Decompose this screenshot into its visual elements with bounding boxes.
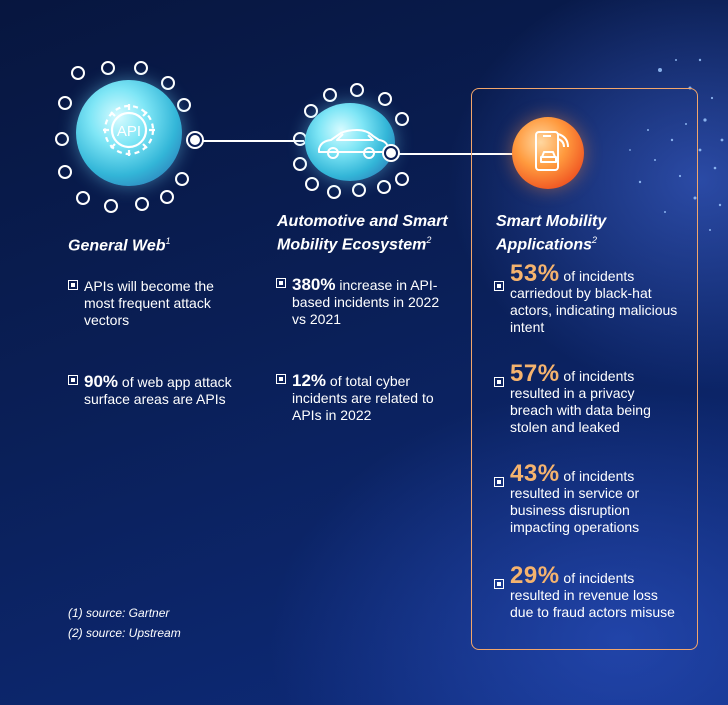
column-title-general-web: General Web1: [68, 232, 171, 255]
footnote-sources: (1) source: Gartner (2) source: Upstream: [68, 603, 181, 643]
connector-knob: [384, 146, 398, 160]
api-gear-icon: API: [103, 104, 155, 156]
orbit-ring: [377, 180, 391, 194]
bullet-icon: [276, 278, 286, 288]
orbit-ring: [327, 185, 341, 199]
stat-value: 53%: [510, 260, 560, 287]
item-text: of incidents resulted in service or busi…: [510, 468, 640, 535]
footnote-marker: 2: [426, 235, 432, 245]
svg-text:API: API: [117, 123, 141, 140]
orbit-ring: [378, 92, 392, 106]
orbit-ring: [352, 183, 366, 197]
source-line: (1) source: Gartner: [68, 606, 170, 620]
orbit-ring: [175, 172, 189, 186]
footnote-marker: 1: [165, 236, 171, 246]
list-item: 53% of incidents carriedout by black-hat…: [494, 262, 679, 336]
orbit-ring: [134, 61, 148, 75]
item-text: of incidents resulted in a privacy breac…: [510, 368, 651, 435]
source-line: (2) source: Upstream: [68, 626, 181, 640]
bullet-icon: [494, 579, 504, 589]
column-title-automotive: Automotive and Smart Mobility Ecosystem2: [277, 212, 448, 254]
column-title-smart-mobility: Smart Mobility Applications2: [496, 212, 606, 254]
item-text: increase in API- based incidents in 2022…: [292, 277, 440, 327]
title-line: Applications: [496, 236, 593, 254]
connector-line-1: [196, 140, 304, 142]
orbit-ring: [304, 104, 318, 118]
item-text: APIs will become the most frequent attac…: [84, 278, 214, 328]
item-text: of incidents resulted in revenue loss du…: [510, 570, 675, 620]
stat-value: 57%: [510, 360, 560, 387]
car-icon: [318, 129, 389, 159]
orbit-ring: [395, 112, 409, 126]
bullet-icon: [494, 377, 504, 387]
stat-value: 29%: [510, 562, 560, 589]
connector-knob: [188, 133, 202, 147]
orbit-ring: [350, 83, 364, 97]
general-web-circle: API: [76, 80, 182, 186]
stat-value: 43%: [510, 460, 560, 487]
orbit-ring: [104, 199, 118, 213]
bullet-icon: [68, 280, 78, 290]
orbit-ring: [135, 197, 149, 211]
list-item: 12% of total cyber incidents are related…: [276, 372, 446, 424]
list-item: 380% increase in API- based incidents in…: [276, 276, 446, 328]
title-line: Mobility Ecosystem: [277, 236, 427, 254]
orbit-ring: [160, 190, 174, 204]
list-item: 57% of incidents resulted in a privacy b…: [494, 362, 679, 436]
stat-value: 380%: [292, 275, 336, 294]
title-line: Automotive and Smart: [277, 213, 448, 230]
orbit-ring: [101, 61, 115, 75]
connector-line-2: [391, 153, 515, 155]
bullet-icon: [494, 281, 504, 291]
orbit-ring: [305, 177, 319, 191]
stat-value: 90%: [84, 372, 119, 391]
smart-mobility-panel: [471, 88, 698, 650]
item-text: of total cyber incidents are related to …: [292, 373, 434, 423]
bullet-icon: [494, 477, 504, 487]
orbit-ring: [395, 172, 409, 186]
orbit-ring: [293, 157, 307, 171]
orbit-ring: [76, 191, 90, 205]
title-line: Smart Mobility: [496, 213, 607, 230]
list-item: 43% of incidents resulted in service or …: [494, 462, 679, 536]
bullet-icon: [68, 375, 78, 385]
phone-car-icon: [535, 131, 569, 171]
smart-mobility-circle: [512, 117, 584, 189]
orbit-ring: [177, 98, 191, 112]
automotive-circle: [305, 103, 395, 181]
list-item: APIs will become the most frequent attac…: [68, 278, 248, 329]
orbit-ring: [71, 66, 85, 80]
orbit-ring: [323, 88, 337, 102]
bullet-icon: [276, 374, 286, 384]
list-item: 90% of web app attack surface areas are …: [68, 373, 253, 408]
orbit-ring: [58, 96, 72, 110]
list-item: 29% of incidents resulted in revenue los…: [494, 564, 684, 621]
item-text: of web app attack surface areas are APIs: [84, 374, 232, 407]
orbit-ring: [161, 76, 175, 90]
orbit-ring: [55, 132, 69, 146]
item-text: of incidents carriedout by black-hat act…: [510, 268, 678, 335]
orbit-ring: [58, 165, 72, 179]
title-text: General Web: [68, 237, 166, 255]
footnote-marker: 2: [592, 235, 598, 245]
stat-value: 12%: [292, 371, 327, 390]
